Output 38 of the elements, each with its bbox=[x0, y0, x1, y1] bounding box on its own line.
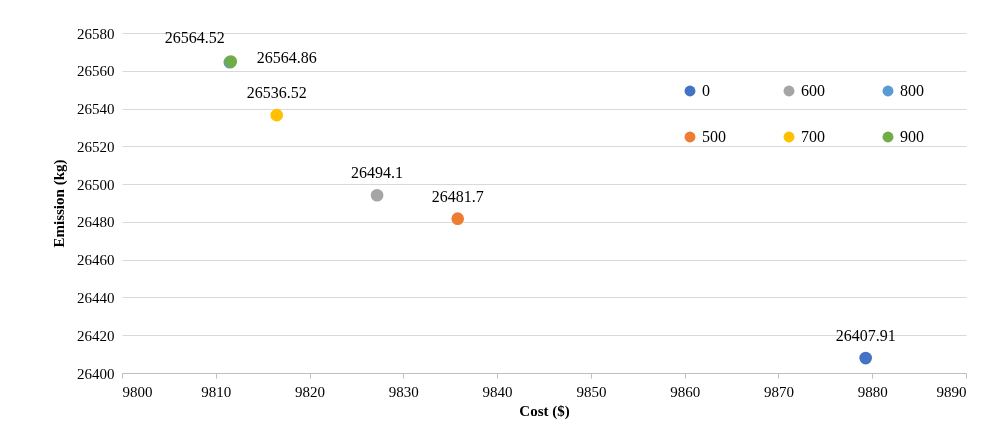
legend-label: 800 bbox=[900, 82, 924, 99]
legend-label: 0 bbox=[702, 82, 710, 99]
y-tick-label: 26480 bbox=[77, 214, 115, 231]
data-label: 26536.52 bbox=[246, 84, 307, 102]
x-tick-label: 9860 bbox=[670, 383, 701, 400]
x-tick-label: 9820 bbox=[295, 383, 326, 400]
y-tick-label: 26420 bbox=[77, 327, 115, 344]
legend-label: 700 bbox=[801, 128, 825, 145]
y-tick-label: 26460 bbox=[77, 252, 115, 269]
x-tick-label: 9880 bbox=[857, 383, 888, 400]
y-tick-label: 26440 bbox=[77, 289, 115, 306]
y-tick-label: 26540 bbox=[77, 101, 115, 118]
point bbox=[451, 212, 465, 225]
data-label: 26481.7 bbox=[431, 187, 484, 205]
legend-label: 600 bbox=[801, 82, 825, 99]
y-tick-label: 26400 bbox=[77, 365, 115, 382]
point bbox=[270, 108, 284, 122]
y-tick-label: 26520 bbox=[77, 138, 115, 155]
x-axis-title: Cost ($) bbox=[519, 402, 570, 420]
point bbox=[370, 188, 384, 202]
y-axis-title: Emission (kg) bbox=[51, 159, 68, 248]
y-tick-label: 26500 bbox=[77, 176, 115, 193]
x-tick-label: 9850 bbox=[576, 383, 607, 400]
x-tick-label: 9810 bbox=[201, 383, 232, 400]
y-tick-label: 26580 bbox=[77, 25, 115, 42]
y-tick-label: 26560 bbox=[77, 63, 115, 80]
point bbox=[859, 351, 872, 365]
data-label: 26564.52 bbox=[164, 29, 225, 47]
x-tick-label: 9890 bbox=[936, 383, 967, 400]
data-label: 26494.1 bbox=[351, 164, 404, 182]
data-label: 26407.91 bbox=[835, 327, 896, 345]
legend-label: 500 bbox=[702, 128, 726, 145]
x-tick-label: 9840 bbox=[482, 383, 513, 400]
x-tick-label: 9800 bbox=[122, 383, 153, 400]
x-tick-label: 9830 bbox=[388, 383, 419, 400]
x-tick-label: 9870 bbox=[763, 383, 794, 400]
data-label: 26564.86 bbox=[256, 48, 317, 66]
legend-label: 900 bbox=[900, 128, 924, 145]
